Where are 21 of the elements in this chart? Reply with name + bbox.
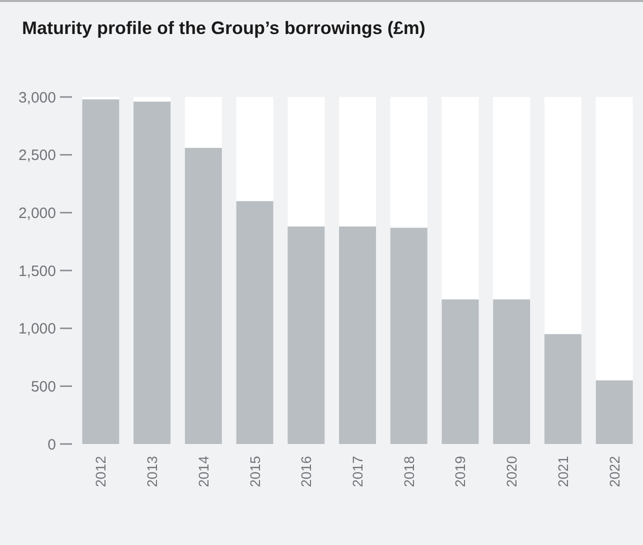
y-tick-label: 2,000 <box>18 204 56 222</box>
x-tick-label: 2017 <box>350 456 366 488</box>
y-tick-label: 500 <box>30 378 56 396</box>
chart-title: Maturity profile of the Group’s borrowings (£m) <box>22 18 426 39</box>
x-tick-label: 2015 <box>246 456 263 488</box>
x-tick-label: 2014 <box>195 456 212 488</box>
x-tick-label: 2020 <box>504 456 520 488</box>
x-tick-label: 2012 <box>92 456 109 488</box>
x-tick-label: 2016 <box>298 456 314 488</box>
x-tick-label: 2013 <box>144 456 160 488</box>
x-tick-label: 2022 <box>606 456 622 488</box>
y-tick-label: 1,000 <box>18 320 56 338</box>
y-tick-label: 0 <box>48 436 56 454</box>
y-tick-label: 3,000 <box>18 89 56 106</box>
bar <box>134 102 171 444</box>
x-tick-label: 2019 <box>452 456 468 488</box>
bar <box>596 380 633 444</box>
y-tick-label: 1,500 <box>18 262 56 280</box>
x-tick-label: 2021 <box>554 456 571 488</box>
y-tick-label: 2,500 <box>18 147 56 164</box>
x-tick-label: 2018 <box>400 456 417 488</box>
